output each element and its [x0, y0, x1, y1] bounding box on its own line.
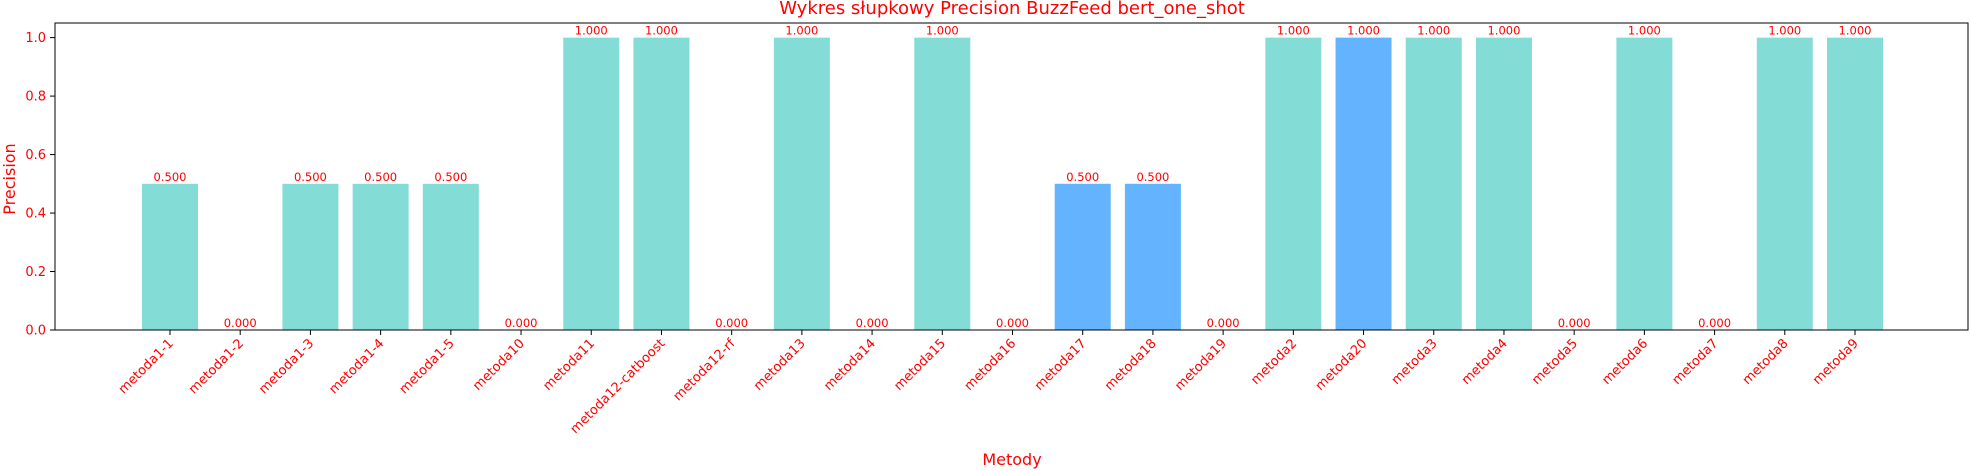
- x-tick-label: metoda2: [1248, 336, 1300, 388]
- bar-value-label: 1.000: [1277, 24, 1310, 38]
- y-axis-ticks: 0.0 0.2 0.4 0.6 0.8 1.0: [25, 31, 55, 339]
- bar: [1475, 37, 1532, 330]
- bar: [563, 37, 620, 330]
- x-tick-label: metoda13: [751, 336, 809, 394]
- bar: [1827, 37, 1883, 330]
- bar-value-label: 0.000: [224, 316, 257, 330]
- x-tick-label: metoda1-5: [397, 336, 458, 397]
- bar-value-label: 0.000: [1207, 316, 1240, 330]
- x-tick-label: metoda1-1: [116, 336, 177, 397]
- x-tick-label: metoda17: [1032, 336, 1090, 394]
- x-tick-label: metoda6: [1599, 336, 1651, 388]
- bar: [422, 183, 479, 330]
- bar: [633, 37, 690, 330]
- bar-value-label: 1.000: [645, 24, 678, 38]
- plot-frame: [54, 22, 1969, 331]
- bar-value-label: 1.000: [1417, 24, 1450, 38]
- bar: [1405, 37, 1462, 330]
- bar-value-label: 0.000: [1698, 316, 1731, 330]
- bar-value-label: 0.000: [996, 316, 1029, 330]
- x-tick-label: metoda20: [1313, 336, 1371, 394]
- bar-value-label: 0.500: [1136, 170, 1169, 184]
- bar-value-label: 0.500: [364, 170, 397, 184]
- bar-value-label: 0.500: [434, 170, 467, 184]
- bar: [1265, 37, 1322, 330]
- x-axis-label: Metody: [982, 450, 1041, 469]
- x-tick-label: metoda1-2: [186, 336, 247, 397]
- bar: [1616, 37, 1673, 330]
- x-tick-label: metoda4: [1459, 336, 1511, 388]
- bar-value-label: 0.500: [154, 170, 187, 184]
- y-tick-label: 0.0: [25, 324, 46, 339]
- x-tick-label: metoda16: [962, 336, 1020, 394]
- bar-value-label: 1.000: [926, 24, 959, 38]
- x-tick-label: metoda8: [1740, 336, 1792, 388]
- x-tick-label: metoda3: [1389, 336, 1441, 388]
- x-tick-label: metoda14: [821, 336, 879, 394]
- x-tick-label: metoda10: [470, 336, 528, 394]
- bar-value-label: 0.000: [715, 316, 748, 330]
- bar: [914, 37, 971, 330]
- bar: [1756, 37, 1813, 330]
- chart-title: Wykres słupkowy Precision BuzzFeed bert_…: [779, 0, 1245, 19]
- x-tick-label: metoda1-4: [327, 336, 388, 397]
- bars: [142, 37, 1883, 330]
- x-tick-label: metoda18: [1102, 336, 1160, 394]
- bar: [142, 183, 198, 330]
- bar-value-label: 0.000: [856, 316, 889, 330]
- bar-value-label: 0.000: [505, 316, 538, 330]
- bar: [352, 183, 409, 330]
- bar-value-label: 0.500: [294, 170, 327, 184]
- bar-value-label: 1.000: [575, 24, 608, 38]
- x-tick-label: metoda15: [892, 336, 950, 394]
- y-tick-label: 0.2: [25, 265, 46, 280]
- bar-value-label: 1.000: [1487, 24, 1520, 38]
- bar-value-label: 1.000: [1768, 24, 1801, 38]
- y-axis-label: Precision: [0, 143, 19, 214]
- bar: [1335, 37, 1392, 330]
- x-tick-label: metoda19: [1172, 336, 1230, 394]
- x-tick-label: metoda9: [1810, 336, 1862, 388]
- x-tick-label: metoda5: [1529, 336, 1581, 388]
- bar: [773, 37, 830, 330]
- y-tick-label: 0.4: [25, 207, 46, 222]
- x-tick-label: metoda7: [1670, 336, 1722, 388]
- bar-value-label: 0.500: [1066, 170, 1099, 184]
- bar-value-label: 1.000: [1628, 24, 1661, 38]
- bar: [1124, 183, 1181, 330]
- y-tick-label: 1.0: [25, 31, 46, 46]
- bar-value-label: 1.000: [1839, 24, 1872, 38]
- bar: [282, 183, 339, 330]
- x-tick-label: metoda11: [540, 336, 598, 394]
- y-tick-label: 0.8: [25, 90, 46, 105]
- bar-value-label: 1.000: [1347, 24, 1380, 38]
- bar: [1054, 183, 1111, 330]
- x-tick-label: metoda1-3: [256, 336, 317, 397]
- x-axis-ticks: metoda1-1 metoda1-2 metoda1-3 metoda1-4 meto…: [116, 330, 1862, 437]
- bar-value-label: 1.000: [785, 24, 818, 38]
- bar-value-label: 0.000: [1558, 316, 1591, 330]
- y-tick-label: 0.6: [25, 148, 46, 163]
- bar-value-labels: 0.500 0.000 0.500 0.500 0.500 0.000 1.000 1.000…: [154, 24, 1872, 330]
- x-tick-label: metoda12-rf: [671, 336, 739, 404]
